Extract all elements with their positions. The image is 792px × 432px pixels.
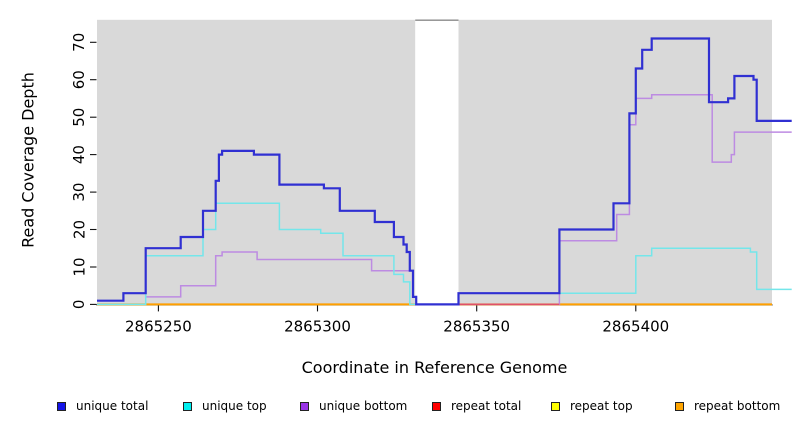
x-tick-label: 2865350 (443, 317, 510, 335)
y-tick-label: 70 (70, 33, 88, 52)
chart-legend: unique total unique top unique bottom repea… (0, 397, 792, 421)
legend-item-unique-top: unique top (183, 397, 267, 415)
y-tick-label: 10 (70, 257, 88, 276)
x-axis-title: Coordinate in Reference Genome (301, 358, 568, 377)
y-tick-label: 30 (70, 183, 88, 202)
legend-item-unique-total: unique total (57, 397, 148, 415)
legend-item-repeat-bottom: repeat bottom (675, 397, 780, 415)
legend-swatch-unique-top (183, 401, 192, 411)
legend-label: repeat total (451, 399, 522, 413)
legend-swatch-unique-bottom (300, 401, 309, 411)
legend-swatch-repeat-bottom (675, 401, 684, 411)
legend-label: unique top (202, 399, 267, 413)
x-tick-label: 2865250 (125, 317, 192, 335)
legend-swatch-repeat-top (551, 401, 560, 411)
legend-swatch-unique-total (57, 401, 66, 411)
series-unique-total (97, 37, 792, 306)
legend-item-unique-bottom: unique bottom (300, 397, 407, 415)
y-tick-label: 20 (70, 220, 88, 239)
legend-label: repeat top (570, 399, 633, 413)
legend-label: unique bottom (319, 399, 408, 413)
y-tick-label: 0 (70, 300, 88, 310)
series-unique-top (97, 202, 792, 306)
y-axis-title: Read Coverage Depth (18, 72, 38, 248)
legend-item-repeat-total: repeat total (432, 397, 521, 415)
legend-label: unique total (76, 399, 149, 413)
y-tick-label: 50 (70, 108, 88, 127)
y-tick-label: 60 (70, 70, 88, 89)
panel-region (97, 19, 416, 305)
legend-swatch-repeat-total (432, 401, 441, 411)
x-tick-label: 2865300 (284, 317, 351, 335)
legend-label: repeat bottom (694, 399, 781, 413)
x-tick-label: 2865400 (602, 317, 669, 335)
y-tick-label: 40 (70, 145, 88, 164)
legend-item-repeat-top: repeat top (551, 397, 633, 415)
coverage-chart: 2865250 2865300 2865350 2865400 0 10 20 30 40 50 6… (70, 19, 792, 335)
